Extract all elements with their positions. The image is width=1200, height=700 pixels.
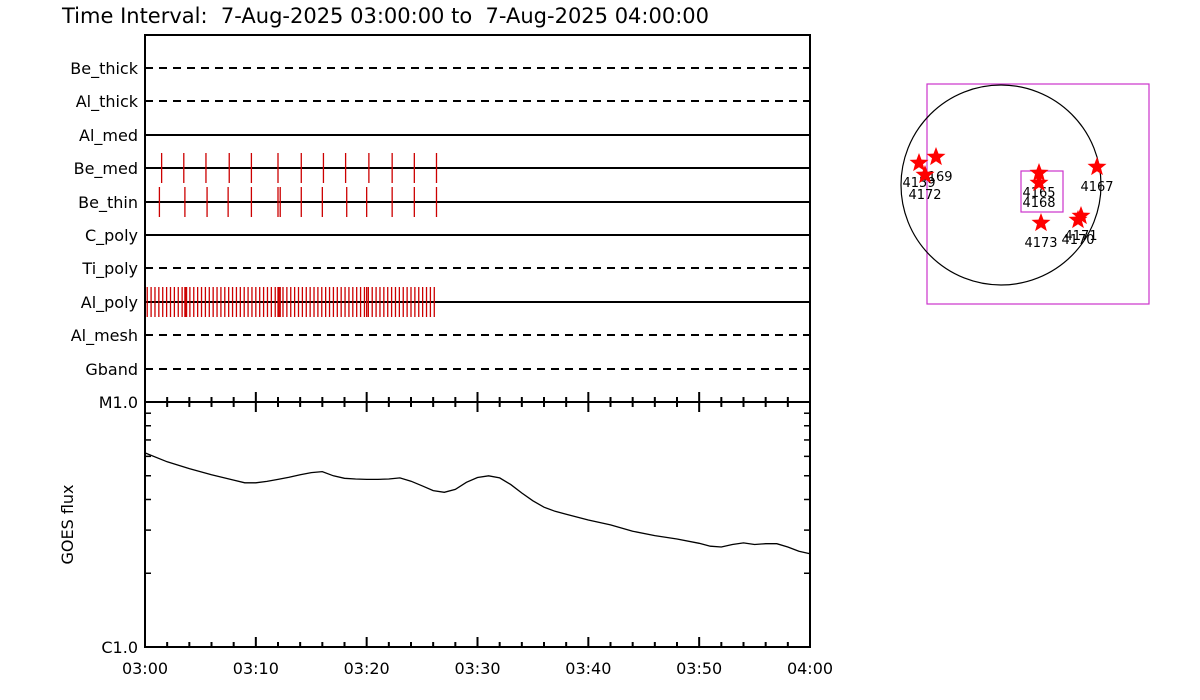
- y-axis-label: GOES flux: [58, 484, 77, 564]
- fov-box: [926, 83, 1150, 305]
- region-star-icon: [915, 165, 935, 184]
- channel-label: Al_thick: [76, 92, 139, 112]
- region-label: 4168: [1022, 196, 1055, 211]
- region-label: 4165: [1022, 186, 1055, 201]
- region-label: 4173: [1024, 236, 1057, 251]
- goes-flux-panel: 03:00 03:10 03:20 03:30 03:40 03:50 04:00 C1.0 M…: [58, 392, 833, 678]
- region-star-icon: [1031, 213, 1051, 232]
- x-tick-label: 03:30: [454, 659, 500, 678]
- x-tick-label: 03:50: [676, 659, 722, 678]
- channel-panel-frame: [144, 34, 811, 403]
- region-label: 4171: [1064, 229, 1097, 244]
- region-label: 4167: [1080, 180, 1113, 195]
- channel-label: Al_poly: [81, 293, 138, 313]
- x-tick-label: 03:20: [344, 659, 390, 678]
- region-star-icon: [1087, 157, 1107, 176]
- channel-label: Be_thin: [78, 193, 138, 213]
- y-tick-label: M1.0: [99, 393, 138, 412]
- x-tick-label: 03:10: [233, 659, 279, 678]
- goes-panel-frame: [144, 401, 811, 648]
- x-tick-label: 03:00: [122, 659, 168, 678]
- x-tick-label: 03:40: [565, 659, 611, 678]
- region-label: 4172: [908, 188, 941, 203]
- channel-label: Be_thick: [70, 59, 138, 79]
- channel-label: Be_med: [74, 159, 138, 179]
- x-tick-label: 04:00: [787, 659, 833, 678]
- channel-label: Al_med: [79, 126, 138, 146]
- channel-timeline-panel: Be_thick Al_thick Al_med Be_med Be_thin C_pol…: [70, 34, 811, 403]
- region-star-icon: [1071, 206, 1091, 225]
- region-star-icon: [909, 153, 929, 172]
- channel-label: Gband: [85, 360, 138, 379]
- channel-label: Ti_poly: [81, 259, 138, 279]
- channel-label: C_poly: [85, 226, 138, 246]
- channel-label: Al_mesh: [71, 326, 138, 346]
- time-interval-title: Time Interval: 7-Aug-2025 03:00:00 to 7-…: [61, 4, 709, 28]
- region-star-icon: [1029, 173, 1049, 192]
- region-star-icon: [926, 147, 946, 166]
- solar-limb: [900, 84, 1102, 286]
- y-tick-label: C1.0: [101, 638, 138, 657]
- region-label: 4170: [1061, 233, 1094, 248]
- goes-flux-line: [144, 452, 811, 555]
- region-star-icon: [1029, 163, 1049, 182]
